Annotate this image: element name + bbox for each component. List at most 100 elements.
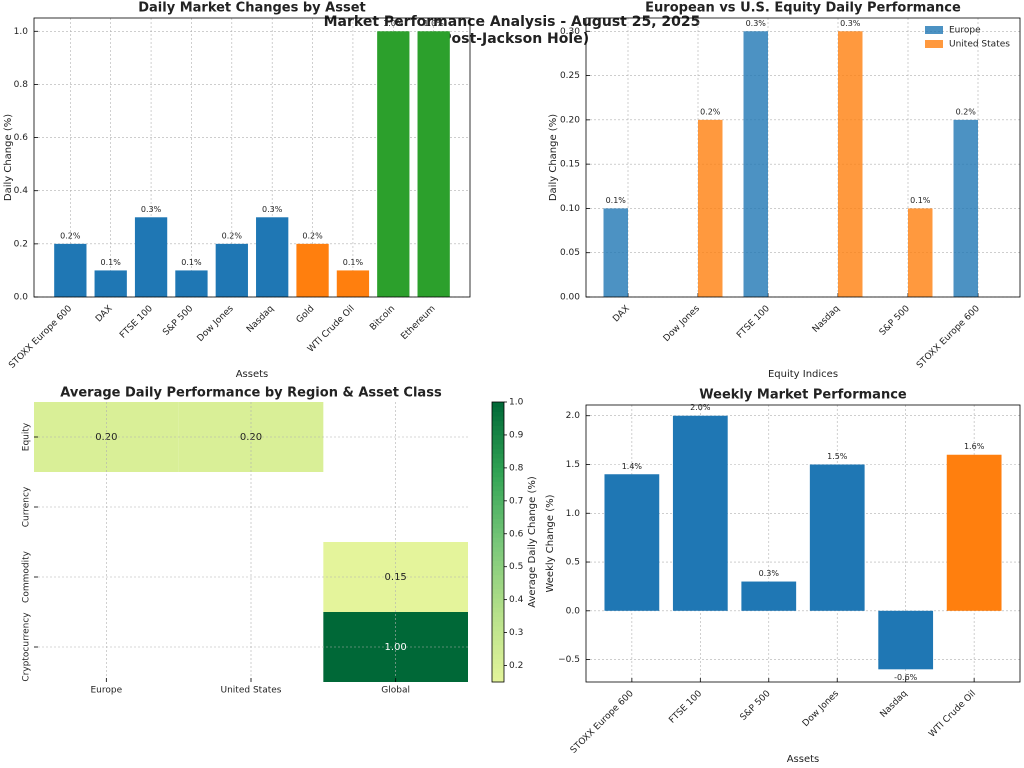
y-axis-label: Daily Change (%) — [3, 114, 14, 201]
x-tick-label: S&P 500 — [739, 689, 773, 723]
x-tick-label: FTSE 100 — [118, 304, 155, 341]
colorbar-tick-label: 0.9 — [509, 430, 524, 440]
colorbar-segment — [492, 486, 504, 492]
colorbar-segment — [492, 598, 504, 604]
x-tick-label: STOXX Europe 600 — [7, 304, 74, 371]
value-label: 0.3% — [746, 19, 767, 28]
y-tick-label: 1.0 — [14, 27, 29, 37]
value-label: 0.2% — [302, 231, 323, 240]
colorbar-segment — [492, 677, 504, 683]
y-axis-label: Weekly Change (%) — [545, 494, 556, 592]
y-tick-label: 0.00 — [560, 293, 580, 303]
colorbar-segment — [492, 551, 504, 557]
bar — [698, 119, 723, 297]
colorbar-segment — [492, 602, 504, 608]
chart-title: European vs U.S. Equity Daily Performanc… — [645, 1, 961, 16]
bar — [175, 270, 208, 297]
colorbar-segment — [492, 546, 504, 552]
colorbar-segment — [492, 509, 504, 515]
value-label: 0.3% — [262, 205, 283, 214]
colorbar-segment — [492, 532, 504, 538]
colorbar-tick-label: 0.7 — [509, 496, 523, 506]
colorbar-segment — [492, 467, 504, 473]
colorbar-segment — [492, 472, 504, 478]
y-tick-label: 1.5 — [566, 460, 580, 470]
x-tick-label: Nasdaq — [879, 689, 910, 720]
x-tick-label: Dow Jones — [196, 304, 236, 344]
y-tick-label: Currency — [22, 486, 32, 527]
colorbar-segment — [492, 411, 504, 417]
colorbar-segment — [492, 462, 504, 468]
bar — [604, 474, 660, 611]
colorbar-segment — [492, 490, 504, 496]
colorbar-segment — [492, 663, 504, 669]
colorbar-segment — [492, 458, 504, 464]
colorbar-segment — [492, 635, 504, 641]
cell-label: 0.20 — [240, 432, 262, 443]
suptitle: (Post-Jackson Hole) — [435, 31, 589, 47]
x-tick-label: United States — [221, 686, 282, 696]
value-label: 1.4% — [622, 462, 643, 471]
colorbar-segment — [492, 453, 504, 459]
x-tick-label: Dow Jones — [801, 689, 841, 729]
bar — [946, 454, 1002, 611]
x-tick-label: Bitcoin — [368, 304, 397, 333]
colorbar-segment — [492, 672, 504, 678]
value-label: 0.3% — [759, 569, 780, 578]
value-label: 0.2% — [700, 107, 721, 116]
y-tick-label: 0.0 — [566, 606, 581, 616]
axes-frame — [585, 17, 1021, 298]
colorbar-segment — [492, 439, 504, 445]
colorbar-tick-label: 0.5 — [509, 562, 523, 572]
value-label: 1.5% — [827, 452, 848, 461]
colorbar-segment — [492, 579, 504, 585]
chart-title: Average Daily Performance by Region & As… — [60, 386, 442, 401]
chart-title: Weekly Market Performance — [699, 388, 907, 403]
colorbar-frame — [491, 401, 505, 683]
bar — [741, 581, 797, 611]
value-label: 0.1% — [101, 258, 122, 267]
colorbar-segment — [492, 537, 504, 543]
colorbar-segment — [492, 658, 504, 664]
colorbar-segment — [492, 542, 504, 548]
colorbar-segment — [492, 402, 504, 408]
x-tick-label: WTI Crude Oil — [927, 689, 978, 740]
colorbar-segment — [492, 560, 504, 566]
legend-label: Europe — [949, 26, 981, 36]
x-axis-label: Equity Indices — [768, 369, 838, 380]
y-tick-label: 1.0 — [566, 509, 581, 519]
value-label: 1.0% — [383, 19, 404, 28]
value-label: 0.2% — [956, 107, 977, 116]
x-tick-label: DAX — [611, 304, 632, 325]
value-label: 2.0% — [690, 403, 711, 412]
colorbar-segment — [492, 406, 504, 412]
colorbar-segment — [492, 593, 504, 599]
bar — [809, 464, 865, 611]
colorbar-segment — [492, 514, 504, 520]
bar — [743, 31, 768, 298]
colorbar-segment — [492, 565, 504, 571]
colorbar-segment — [492, 584, 504, 590]
colorbar-segment — [492, 644, 504, 650]
x-tick-label: FTSE 100 — [735, 304, 772, 341]
colorbar-segment — [492, 420, 504, 426]
colorbar-segment — [492, 448, 504, 454]
x-tick-label: Gold — [295, 304, 317, 326]
colorbar-tick-label: 0.8 — [509, 463, 524, 473]
bar — [215, 243, 248, 297]
value-label: 1.0% — [424, 19, 445, 28]
y-tick-label: 0.15 — [560, 160, 580, 170]
x-tick-label: Dow Jones — [662, 304, 702, 344]
bar — [134, 217, 168, 297]
colorbar-segment — [492, 518, 504, 524]
value-label: 0.2% — [60, 231, 81, 240]
colorbar-tick-label: 0.3 — [509, 628, 523, 638]
bar — [603, 208, 628, 297]
x-tick-label: DAX — [94, 304, 115, 325]
chart-title: Daily Market Changes by Asset — [138, 1, 366, 16]
value-label: 0.1% — [181, 258, 202, 267]
x-axis-label: Assets — [787, 754, 820, 765]
y-tick-label: −0.5 — [558, 655, 580, 665]
y-tick-label: 0.30 — [560, 27, 580, 37]
